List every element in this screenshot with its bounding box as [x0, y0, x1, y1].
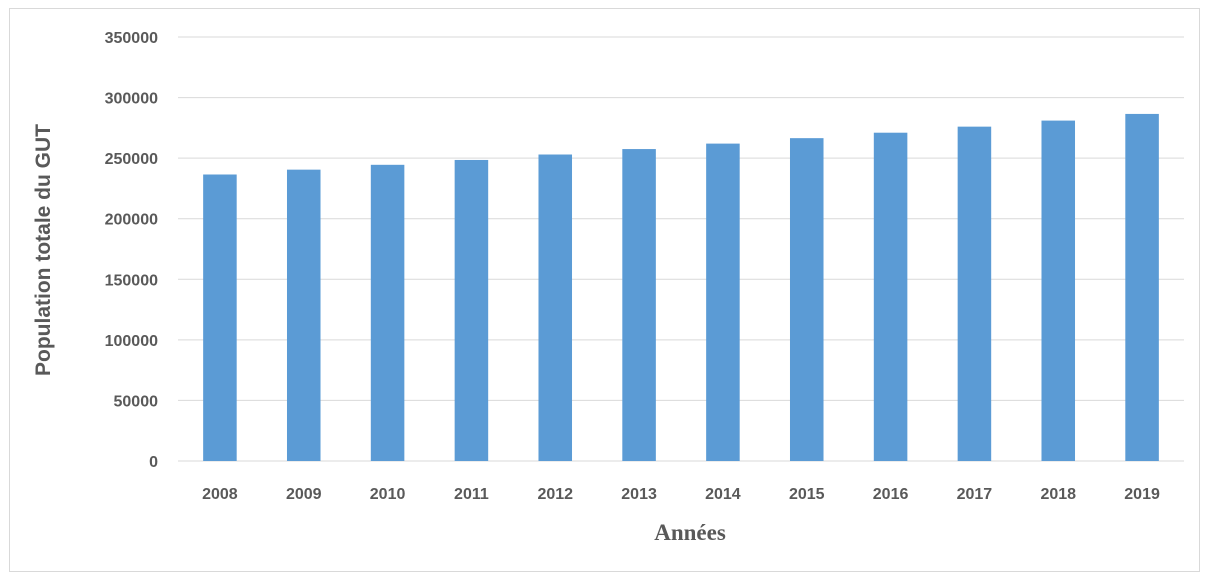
gridlines: [178, 36, 1184, 462]
bar-2008: [203, 174, 237, 462]
x-tick-label: 2013: [621, 486, 657, 503]
y-tick-label: 300000: [105, 91, 158, 108]
x-tick-label: 2017: [957, 486, 993, 503]
y-tick-label: 250000: [105, 151, 158, 168]
x-tick-label: 2008: [202, 486, 238, 503]
y-tick-label: 150000: [105, 272, 158, 289]
bar-2016: [873, 132, 908, 461]
x-tick-label: 2015: [789, 486, 825, 503]
x-axis-ticks: 2008 2009 2010 2011 2012 2013 2014 2015 2016 2017…: [202, 486, 1160, 503]
bars: [203, 113, 1159, 462]
x-tick-label: 2016: [873, 486, 909, 503]
bar-2014: [706, 143, 740, 461]
x-tick-label: 2010: [370, 486, 406, 503]
x-axis-label: Années: [654, 520, 726, 545]
bar-2010: [370, 164, 405, 461]
bar-2011: [454, 159, 489, 461]
x-tick-label: 2019: [1124, 486, 1160, 503]
y-tick-label: 200000: [105, 212, 158, 229]
x-tick-label: 2012: [537, 486, 573, 503]
bar-2017: [957, 126, 992, 461]
bar-2009: [286, 169, 321, 461]
x-tick-label: 2011: [454, 486, 489, 503]
y-axis-ticks: 0 50000 100000 150000 200000 250000 300000 3500…: [105, 30, 158, 471]
x-tick-label: 2009: [286, 486, 322, 503]
x-tick-label: 2018: [1040, 486, 1076, 503]
y-tick-label: 100000: [105, 333, 158, 350]
bar-2013: [622, 149, 656, 462]
bar-2019: [1125, 113, 1159, 461]
y-tick-label: 350000: [105, 30, 158, 47]
bar-2018: [1041, 120, 1076, 462]
y-tick-label: 0: [149, 454, 158, 471]
bar-2012: [538, 154, 573, 461]
bar-2015: [789, 138, 824, 461]
y-tick-label: 50000: [114, 393, 159, 410]
y-axis-label: Population totale du GUT: [32, 124, 55, 376]
x-tick-label: 2014: [705, 486, 741, 503]
